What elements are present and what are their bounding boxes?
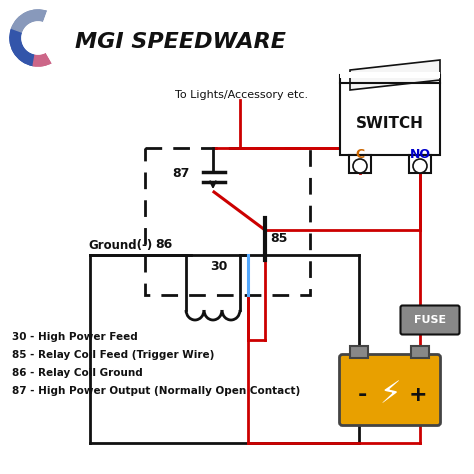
- Text: 87 - High Power Output (Normally Open Contact): 87 - High Power Output (Normally Open Co…: [12, 386, 300, 396]
- Text: 86 - Relay Coil Ground: 86 - Relay Coil Ground: [12, 368, 143, 378]
- Text: 30: 30: [210, 260, 228, 273]
- Text: 30 - High Power Feed: 30 - High Power Feed: [12, 332, 138, 342]
- Text: -: -: [357, 385, 367, 405]
- Text: +: +: [409, 385, 428, 405]
- Text: SWITCH: SWITCH: [356, 116, 424, 130]
- Circle shape: [9, 9, 67, 67]
- Text: NO: NO: [410, 148, 430, 162]
- Wedge shape: [38, 14, 66, 62]
- FancyBboxPatch shape: [349, 155, 371, 173]
- Text: 86: 86: [155, 238, 172, 251]
- FancyBboxPatch shape: [340, 72, 440, 78]
- Wedge shape: [33, 38, 52, 66]
- Wedge shape: [38, 14, 66, 62]
- Text: 85 - Relay Coil Feed (Trigger Wire): 85 - Relay Coil Feed (Trigger Wire): [12, 350, 214, 360]
- Text: To Lights/Accessory etc.: To Lights/Accessory etc.: [175, 90, 308, 100]
- Text: ⚡: ⚡: [379, 381, 401, 410]
- FancyBboxPatch shape: [401, 306, 459, 335]
- Polygon shape: [350, 60, 440, 90]
- Text: 85: 85: [270, 232, 287, 245]
- Wedge shape: [12, 10, 47, 38]
- Wedge shape: [33, 38, 52, 66]
- Text: 87: 87: [173, 167, 190, 180]
- Circle shape: [22, 22, 54, 54]
- FancyBboxPatch shape: [350, 346, 368, 357]
- Circle shape: [413, 159, 427, 173]
- FancyBboxPatch shape: [340, 75, 440, 155]
- Text: C: C: [356, 148, 365, 162]
- FancyBboxPatch shape: [409, 155, 431, 173]
- Text: Ground(-): Ground(-): [88, 238, 152, 252]
- FancyBboxPatch shape: [339, 355, 440, 426]
- FancyBboxPatch shape: [411, 346, 429, 357]
- Wedge shape: [38, 10, 68, 64]
- Circle shape: [22, 22, 54, 54]
- Circle shape: [353, 159, 367, 173]
- Text: MGI SPEEDWARE: MGI SPEEDWARE: [75, 32, 286, 52]
- Wedge shape: [10, 28, 38, 65]
- Wedge shape: [12, 10, 47, 38]
- Wedge shape: [10, 28, 38, 65]
- Text: FUSE: FUSE: [414, 315, 446, 325]
- Wedge shape: [38, 10, 68, 64]
